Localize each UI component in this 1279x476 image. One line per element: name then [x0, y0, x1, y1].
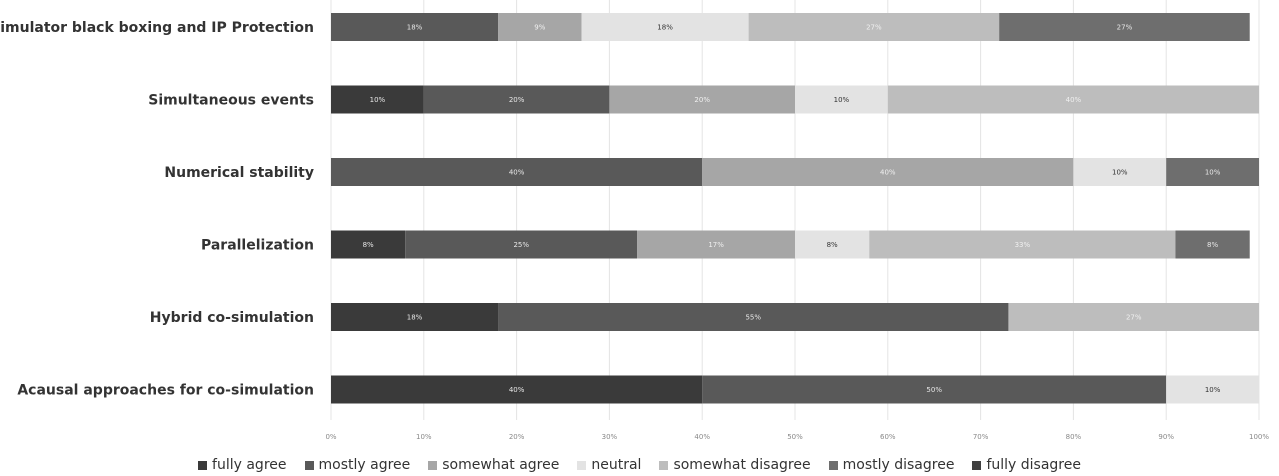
data-label: 9% [534, 24, 545, 32]
data-label: 50% [926, 386, 942, 394]
bar-neutral [795, 85, 888, 114]
x-tick-label: 30% [602, 433, 618, 441]
legend-swatch [659, 460, 669, 470]
data-labels: 18% 9% 18% 27% 27% 10% 20% 20% 10% 40% 40% 40% 10% 10… [363, 24, 1221, 395]
data-label: 25% [513, 241, 529, 249]
bar-neutral [795, 230, 870, 259]
bar-fully-agree [331, 85, 424, 114]
bar-mostly-disagree [1175, 230, 1250, 259]
data-label: 18% [407, 24, 423, 32]
category-label-numerical-stability: Numerical stability [164, 165, 314, 181]
data-label: 10% [1205, 386, 1221, 394]
bar-mostly-agree [702, 375, 1167, 404]
stacked-bar-chart: 18% 9% 18% 27% 27% 10% 20% 20% 10% 40% 40% 40% 10% 10… [0, 0, 1269, 441]
x-tick-label: 90% [1158, 433, 1174, 441]
gridlines [330, 0, 1260, 420]
bar-mostly-agree [331, 13, 499, 41]
data-label: 33% [1015, 241, 1031, 249]
legend-item-somewhat-agree: somewhat agree [428, 457, 559, 473]
data-label: 18% [657, 24, 673, 32]
legend-label: mostly agree [318, 457, 411, 473]
bar-somewhat-agree [498, 13, 582, 41]
bar-neutral [1073, 158, 1167, 186]
data-label: 40% [509, 386, 525, 394]
x-tick-label: 10% [416, 433, 432, 441]
category-label-simultaneous-events: Simultaneous events [148, 93, 314, 109]
bar-fully-agree [331, 230, 406, 259]
legend-swatch [972, 460, 982, 470]
bar-somewhat-disagree [869, 230, 1176, 259]
data-label: 10% [1205, 169, 1221, 177]
legend-item-mostly-agree: mostly agree [304, 457, 411, 473]
data-label: 40% [509, 169, 525, 177]
data-label: 27% [1126, 314, 1142, 322]
legend-swatch [198, 460, 208, 470]
bar-fully-agree [331, 375, 703, 404]
bar-somewhat-disagree [1008, 303, 1259, 331]
legend-item-somewhat-disagree: somewhat disagree [659, 457, 811, 473]
data-label: 10% [834, 96, 850, 104]
x-tick-label: 100% [1249, 433, 1269, 441]
legend-swatch [304, 460, 314, 470]
bar-somewhat-agree [637, 230, 795, 259]
bar-mostly-disagree [1166, 158, 1259, 186]
legend-item-neutral: neutral [577, 457, 641, 473]
bar-somewhat-agree [702, 158, 1074, 186]
category-label-simulator-black-boxing-and-ip-protection: Simulator black boxing and IP Protection [0, 20, 314, 36]
legend-swatch [577, 460, 587, 470]
category-label-hybrid-co-simulation: Hybrid co-simulation [150, 310, 314, 326]
legend-label: somewhat agree [442, 457, 560, 473]
legend-item-fully-agree: fully agree [198, 457, 287, 473]
bar-mostly-disagree [999, 13, 1250, 41]
data-label: 10% [370, 96, 386, 104]
legend-item-fully-disagree: fully disagree [972, 457, 1081, 473]
x-tick-label: 40% [694, 433, 710, 441]
bar-mostly-agree [498, 303, 1009, 331]
bar-mostly-agree [405, 230, 638, 259]
x-tick-label: 0% [325, 433, 336, 441]
legend-label: neutral [591, 457, 642, 473]
bar-neutral [1166, 375, 1259, 404]
data-label: 20% [694, 96, 710, 104]
data-label: 8% [1207, 241, 1218, 249]
x-tick-label: 50% [787, 433, 803, 441]
x-tick-label: 20% [509, 433, 525, 441]
data-label: 17% [708, 241, 724, 249]
category-label-acausal-approaches-for-co-simulation: Acausal approaches for co-simulation [17, 383, 314, 399]
legend-label: fully disagree [986, 457, 1081, 473]
bar-neutral [581, 13, 749, 41]
bar-fully-agree [331, 303, 499, 331]
data-label: 8% [827, 241, 838, 249]
x-axis-ticks: 0% 10% 20% 30% 40% 50% 60% 70% 80% 90% 100% [325, 433, 1269, 441]
data-label: 27% [1117, 24, 1133, 32]
data-label: 27% [866, 24, 882, 32]
bar-somewhat-disagree [887, 85, 1259, 114]
bar-segments [331, 13, 1259, 404]
bar-somewhat-agree [609, 85, 795, 114]
x-tick-label: 70% [973, 433, 989, 441]
x-tick-label: 80% [1066, 433, 1082, 441]
legend-swatch [828, 460, 838, 470]
legend-swatch [428, 460, 438, 470]
legend-label: mostly disagree [842, 457, 955, 473]
bar-mostly-agree [423, 85, 610, 114]
data-label: 18% [407, 314, 423, 322]
x-tick-label: 60% [880, 433, 896, 441]
legend-label: fully agree [212, 457, 287, 473]
bar-mostly-agree [331, 158, 703, 186]
category-label-parallelization: Parallelization [201, 238, 314, 254]
data-label: 55% [745, 314, 761, 322]
data-label: 10% [1112, 169, 1128, 177]
legend: fully agree mostly agree somewhat agree neu… [0, 455, 1279, 475]
data-label: 40% [880, 169, 896, 177]
data-label: 20% [509, 96, 525, 104]
bar-somewhat-disagree [748, 13, 1000, 41]
data-label: 40% [1066, 96, 1082, 104]
category-labels: Simulator black boxing and IP Protection… [0, 20, 314, 399]
legend-item-mostly-disagree: mostly disagree [828, 457, 955, 473]
legend-label: somewhat disagree [673, 457, 811, 473]
data-label: 8% [363, 241, 374, 249]
